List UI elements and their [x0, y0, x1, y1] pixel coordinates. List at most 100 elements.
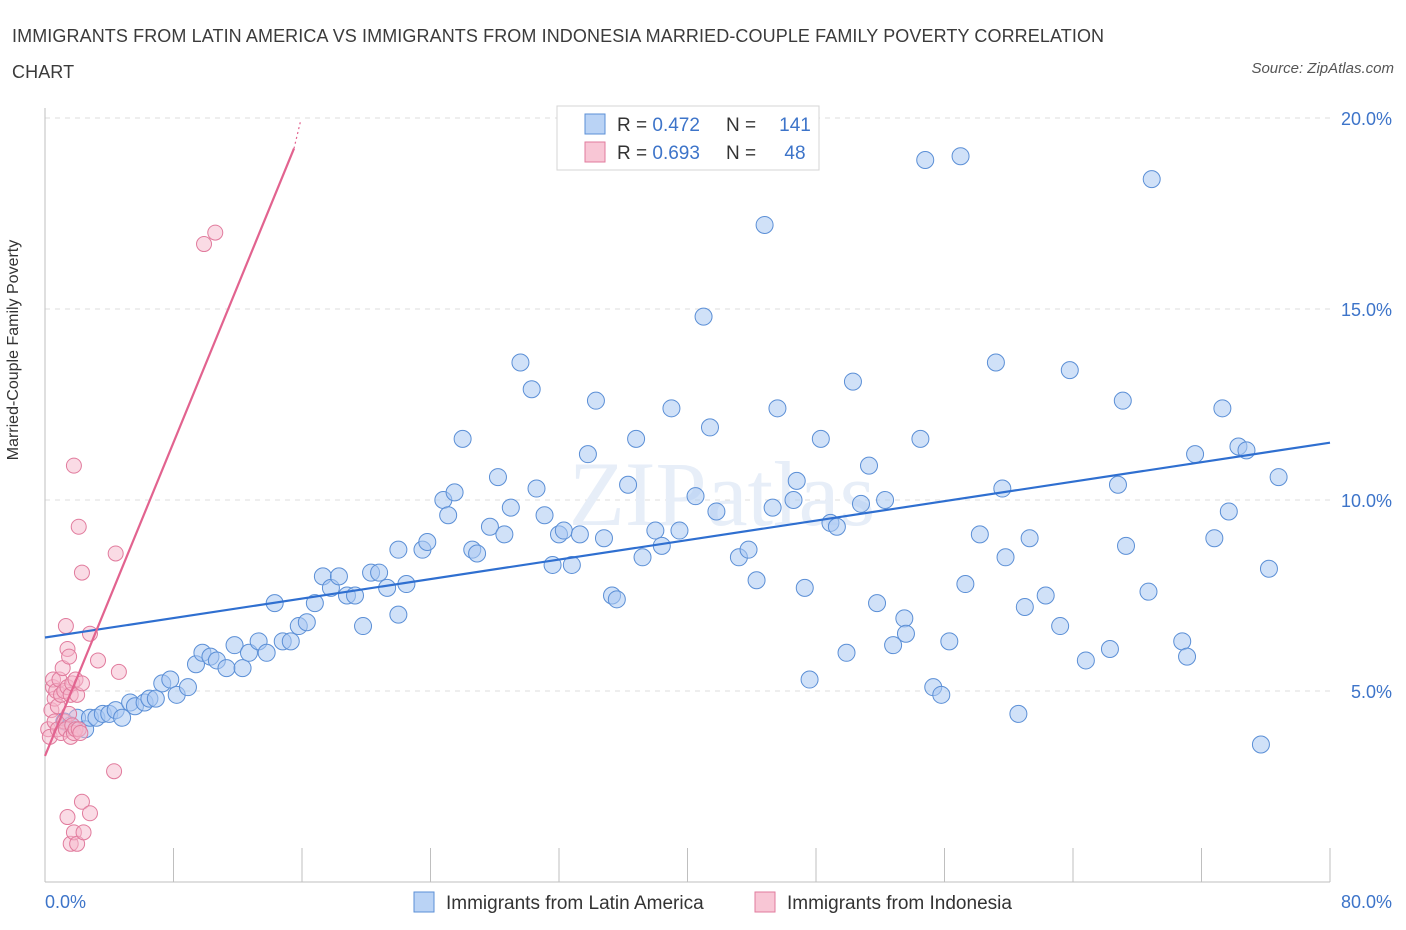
- data-point-latin-america: [619, 475, 638, 494]
- y-tick-label: 10.0%: [1341, 491, 1392, 511]
- data-point-latin-america: [1213, 399, 1232, 418]
- legend-swatch-pink: [584, 141, 606, 163]
- data-point-indonesia: [57, 618, 74, 635]
- data-point-latin-america: [739, 540, 758, 559]
- bottom-legend: Immigrants from Latin America Immigrants …: [413, 891, 1012, 914]
- data-point-latin-america: [1186, 445, 1205, 464]
- data-point-latin-america: [795, 578, 814, 597]
- data-point-latin-america: [594, 529, 613, 548]
- legend-row-text: R = 0.693: [617, 143, 700, 164]
- data-point-latin-america: [378, 578, 397, 597]
- data-point-latin-america: [993, 479, 1012, 498]
- data-point-indonesia: [61, 648, 78, 665]
- data-point-latin-america: [851, 494, 870, 513]
- data-point-latin-america: [827, 517, 846, 536]
- data-point-indonesia: [90, 652, 107, 669]
- data-point-latin-america: [895, 609, 914, 628]
- data-point-indonesia: [65, 457, 82, 474]
- data-point-latin-america: [916, 151, 935, 170]
- data-point-latin-america: [305, 594, 324, 613]
- data-point-latin-america: [1060, 361, 1079, 380]
- data-point-latin-america: [1020, 529, 1039, 548]
- gridlines: [45, 117, 1330, 692]
- data-point-latin-america: [225, 636, 244, 655]
- data-point-latin-america: [1139, 582, 1158, 601]
- data-point-latin-america: [707, 502, 726, 521]
- source-label: Source: ZipAtlas.com: [1251, 60, 1394, 77]
- data-point-latin-america: [860, 456, 879, 475]
- data-point-indonesia: [73, 564, 90, 581]
- data-point-latin-america: [217, 659, 236, 678]
- data-point-indonesia: [110, 663, 127, 680]
- data-point-latin-america: [956, 575, 975, 594]
- data-point-latin-america: [787, 471, 806, 490]
- data-point-latin-america: [453, 429, 472, 448]
- data-point-latin-america: [843, 372, 862, 391]
- data-point-latin-america: [570, 525, 589, 544]
- data-point-indonesia: [75, 824, 92, 841]
- data-point-latin-america: [932, 685, 951, 704]
- legend-row-count: N = 141: [726, 115, 811, 136]
- data-point-latin-america: [911, 429, 930, 448]
- chart-title: IMMIGRANTS FROM LATIN AMERICA VS IMMIGRA…: [12, 26, 1105, 82]
- data-point-indonesia: [196, 236, 213, 253]
- data-point-latin-america: [884, 636, 903, 655]
- data-point-latin-america: [662, 399, 681, 418]
- data-point-latin-america: [837, 643, 856, 662]
- data-point-latin-america: [633, 548, 652, 567]
- series-indonesia: [40, 224, 224, 852]
- data-point-latin-america: [1015, 597, 1034, 616]
- data-point-latin-america: [233, 659, 252, 678]
- data-point-latin-america: [627, 429, 646, 448]
- bottom-legend-indonesia-swatch: [754, 891, 776, 913]
- data-point-latin-america: [389, 605, 408, 624]
- data-point-indonesia: [73, 793, 90, 810]
- data-point-latin-america: [239, 643, 258, 662]
- axes: [44, 108, 1331, 883]
- data-point-latin-america: [439, 506, 458, 525]
- bottom-legend-indonesia-label: Immigrants from Indonesia: [787, 893, 1012, 914]
- data-point-latin-america: [468, 544, 487, 563]
- data-point-latin-america: [522, 380, 541, 399]
- series-latin-america: [55, 147, 1288, 754]
- data-point-latin-america: [1113, 391, 1132, 410]
- data-point-latin-america: [1117, 536, 1136, 555]
- trend-line-indonesia: [43, 148, 295, 757]
- data-point-latin-america: [1051, 617, 1070, 636]
- data-point-latin-america: [488, 468, 507, 487]
- trend-line-indonesia-extension: [293, 121, 301, 149]
- data-point-latin-america: [113, 708, 132, 727]
- data-point-latin-america: [970, 525, 989, 544]
- legend-box: R = 0.472 N = 141 R = 0.693 N = 48: [556, 105, 820, 171]
- data-point-latin-america: [586, 391, 605, 410]
- data-point-indonesia: [81, 805, 98, 822]
- tick-labels: 5.0% 10.0% 15.0% 20.0% 0.0% 80.0%: [45, 109, 1392, 912]
- data-point-indonesia: [72, 725, 89, 742]
- data-point-latin-america: [694, 307, 713, 326]
- data-point-indonesia: [70, 518, 87, 535]
- data-point-latin-america: [1251, 735, 1270, 754]
- bottom-legend-latin-america-swatch: [413, 891, 435, 913]
- data-point-latin-america: [1219, 502, 1238, 521]
- data-point-latin-america: [1142, 170, 1161, 189]
- data-point-latin-america: [554, 521, 573, 540]
- data-point-indonesia: [207, 224, 224, 241]
- data-point-latin-america: [996, 548, 1015, 567]
- y-tick-label: 5.0%: [1351, 682, 1392, 702]
- data-point-latin-america: [257, 643, 276, 662]
- data-point-latin-america: [178, 678, 197, 697]
- data-point-latin-america: [1205, 529, 1224, 548]
- data-point-latin-america: [562, 555, 581, 574]
- bottom-legend-latin-america-label: Immigrants from Latin America: [446, 893, 704, 914]
- data-point-latin-america: [986, 353, 1005, 372]
- data-point-latin-america: [686, 487, 705, 506]
- legend-row-text: R = 0.472: [617, 115, 700, 136]
- legend-row-count: N = 48: [726, 143, 806, 164]
- y-tick-label: 20.0%: [1341, 109, 1392, 129]
- data-point-latin-america: [1100, 639, 1119, 658]
- data-point-latin-america: [445, 483, 464, 502]
- data-point-latin-america: [1269, 468, 1288, 487]
- data-point-latin-america: [535, 506, 554, 525]
- data-point-latin-america: [800, 670, 819, 689]
